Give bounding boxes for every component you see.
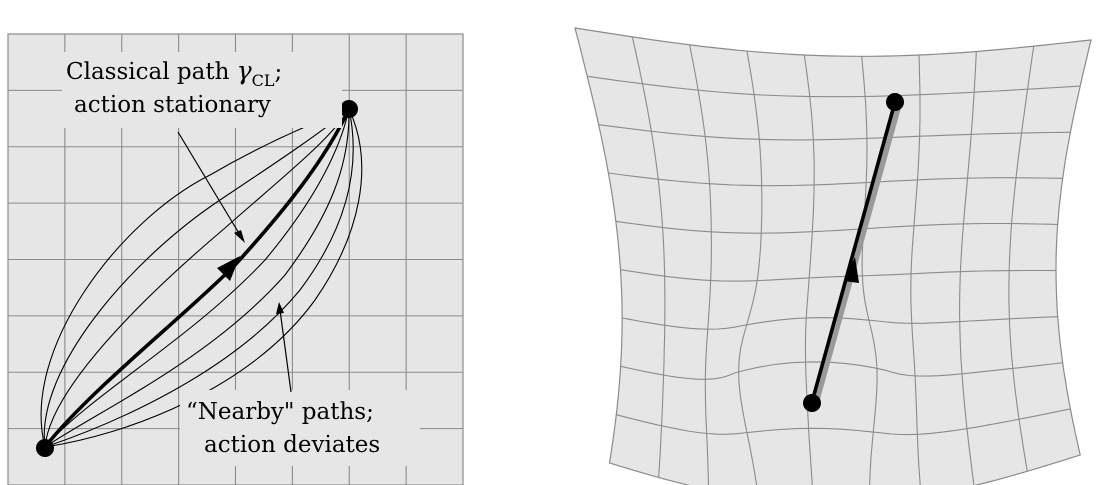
nearby-path-lower-4 [44,108,363,448]
mesh-vertical-line [803,54,815,485]
curved-mesh-lines [587,36,1081,485]
geodesic-direction-arrow [844,257,859,283]
nearby-pointer-line [279,309,292,393]
mesh-horizontal-line [615,220,1058,234]
mesh-vertical-line [689,44,712,485]
classical-path-direction-arrow [217,256,240,281]
geodesic-shadow [811,98,903,408]
mesh-horizontal-line [587,75,1081,98]
mesh-horizontal-line [620,361,1063,380]
mesh-horizontal-line [616,408,1071,436]
nearby-path-upper-2 [43,108,350,448]
nearby-path-upper-1 [44,108,350,448]
nearby-paths [40,108,363,448]
nearby-label-background [180,390,420,466]
nearby-label-line2: action deviates [204,432,380,458]
nearby-label-line1: “Nearby" paths; [186,399,374,425]
geodesic-end-point [886,93,904,111]
classical-label-line1: Classical path γCL; [66,56,282,90]
nearby-path-lower-2 [44,108,350,448]
nearby-path-lower-3 [44,108,354,448]
mesh-vertical-line [738,51,763,485]
mesh-vertical-line [861,56,878,485]
geodesic-start-point [803,394,821,412]
classical-pointer-arrowhead [234,230,245,243]
curved-manifold-panel [574,27,1092,485]
mesh-vertical-line [910,55,921,485]
start-point [36,439,54,457]
mesh-vertical-line [959,51,977,485]
end-point [340,100,358,118]
classical-label-line2: action stationary [74,92,271,118]
mesh-horizontal-line [598,124,1071,141]
nearby-pointer-arrowhead [276,302,284,314]
mesh-horizontal-line [620,269,1057,282]
mesh-vertical-line [631,36,666,478]
classical-label-background [62,52,342,128]
geodesic-path [810,101,897,403]
classical-pointer-line [177,131,241,236]
mesh-vertical-line [1008,46,1035,472]
mesh-horizontal-line [608,172,1063,187]
flat-configuration-space-panel: Classical path γCL; action stationary “N… [7,33,464,485]
nearby-path-lower-1 [44,108,350,448]
